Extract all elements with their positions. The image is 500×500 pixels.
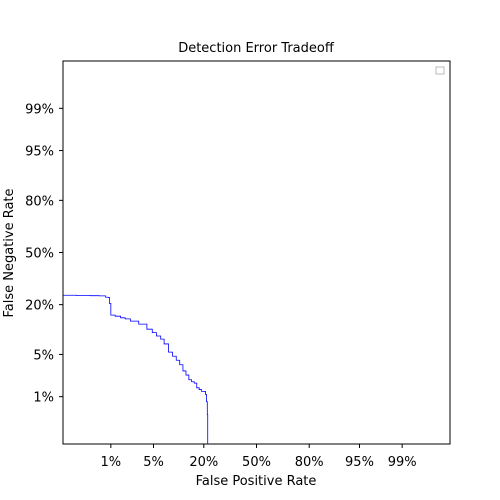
x-tick-label: 5% (143, 455, 164, 470)
y-tick-label: 1% (33, 391, 54, 406)
y-axis-ticks: 1% 5% 20% 50% 80% 95% 99% (25, 102, 63, 406)
x-tick-label: 99% (388, 455, 417, 470)
x-tick-label: 1% (101, 455, 122, 470)
chart-title: Detection Error Tradeoff (178, 41, 335, 56)
y-tick-label: 50% (25, 247, 54, 262)
y-tick-label: 95% (25, 145, 54, 160)
x-tick-label: 95% (345, 455, 374, 470)
x-tick-label: 50% (242, 455, 271, 470)
legend-box (435, 66, 445, 75)
y-tick-label: 99% (25, 102, 54, 117)
det-curve-line (63, 294, 209, 444)
x-axis-ticks: 1% 5% 20% 50% 80% 95% 99% (101, 444, 417, 470)
y-tick-label: 80% (25, 194, 54, 209)
x-tick-label: 80% (295, 455, 324, 470)
x-tick-label: 20% (189, 455, 218, 470)
y-tick-label: 5% (33, 348, 54, 363)
y-tick-label: 20% (25, 299, 54, 314)
y-axis-label: False Negative Rate (2, 188, 17, 317)
series-layer (63, 294, 209, 444)
x-axis-label: False Positive Rate (196, 474, 317, 489)
